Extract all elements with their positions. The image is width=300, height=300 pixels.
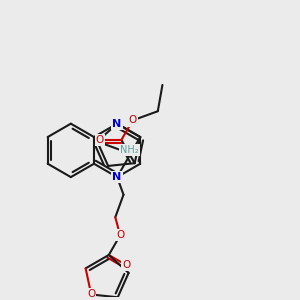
Text: O: O [116, 230, 124, 240]
Text: O: O [122, 260, 130, 270]
Text: O: O [129, 116, 137, 125]
Text: N: N [112, 172, 122, 182]
Text: O: O [96, 135, 104, 145]
Text: O: O [87, 290, 95, 299]
Text: NH₂: NH₂ [120, 145, 139, 155]
Text: N: N [112, 119, 122, 129]
